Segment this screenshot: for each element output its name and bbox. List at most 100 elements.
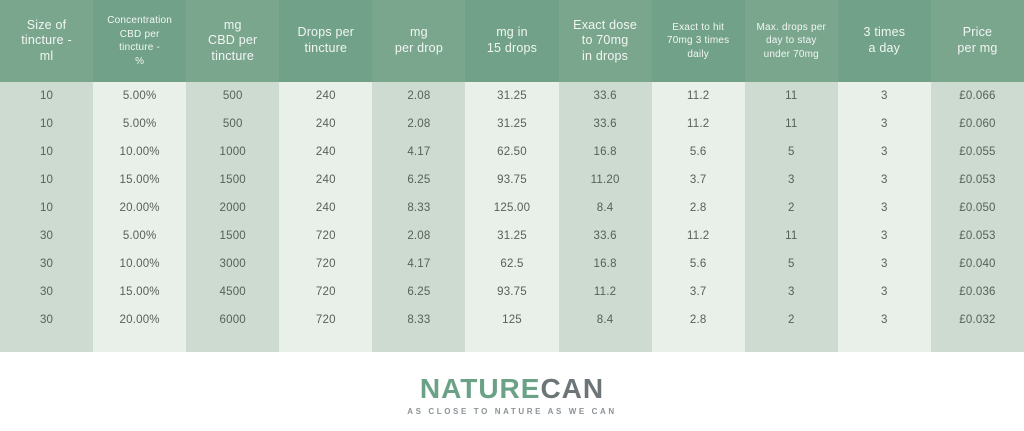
table-cell: 30 [0, 250, 94, 278]
table-cell: 6000 [186, 306, 280, 334]
table-cell: 2.8 [651, 194, 745, 222]
table-cell: 10 [0, 138, 94, 166]
table-cell: 20.00% [93, 194, 187, 222]
table-cell: 5.6 [651, 250, 745, 278]
table-cell: 33.6 [558, 110, 652, 138]
table-cell: 62.50 [465, 138, 559, 166]
table-cell: 3 [837, 250, 931, 278]
table-cell: 2 [744, 306, 838, 334]
column-header: Max. drops per day to stay under 70mg [744, 0, 838, 82]
naturecan-logo: NATURECAN [420, 375, 604, 403]
table-cell: 3 [837, 110, 931, 138]
table-cell: 31.25 [465, 110, 559, 138]
table-cell: 31.25 [465, 222, 559, 250]
table-cell: 5 [744, 138, 838, 166]
column-header: mg per drop [372, 0, 466, 82]
table-cell: 2.8 [651, 306, 745, 334]
table-cell: 16.8 [558, 138, 652, 166]
column-filler [558, 334, 652, 352]
table-cell: 33.6 [558, 222, 652, 250]
table-cell: 720 [279, 222, 373, 250]
table-cell: 30 [0, 278, 94, 306]
column-filler [465, 334, 559, 352]
brand-tagline: AS CLOSE TO NATURE AS WE CAN [407, 407, 617, 416]
table-cell: 720 [279, 250, 373, 278]
table-cell: 30 [0, 306, 94, 334]
table-cell: 3 [744, 278, 838, 306]
table-cell: 15.00% [93, 278, 187, 306]
table-cell: 4500 [186, 278, 280, 306]
table-cell: 11 [744, 82, 838, 110]
table-cell: 3 [837, 194, 931, 222]
table-cell: 3.7 [651, 166, 745, 194]
table-cell: 8.33 [372, 306, 466, 334]
table-cell: £0.066 [930, 82, 1024, 110]
table-cell: 500 [186, 110, 280, 138]
table-cell: 4.17 [372, 138, 466, 166]
table-cell: 11 [744, 222, 838, 250]
table-cell: £0.050 [930, 194, 1024, 222]
table-cell: 1500 [186, 166, 280, 194]
table-cell: 240 [279, 82, 373, 110]
table-cell: 10 [0, 194, 94, 222]
table-cell: 3 [837, 138, 931, 166]
table-cell: 2.08 [372, 82, 466, 110]
dosage-table: Size of tincture - ml Concentration CBD p… [0, 0, 1024, 352]
table-cell: 33.6 [558, 82, 652, 110]
table-cell: 11 [744, 110, 838, 138]
logo-text-can: CAN [540, 373, 605, 404]
column-header: Drops per tincture [279, 0, 373, 82]
table-cell: 3 [837, 306, 931, 334]
table-cell: 10 [0, 82, 94, 110]
table-cell: £0.053 [930, 222, 1024, 250]
table-cell: 20.00% [93, 306, 187, 334]
table-cell: 240 [279, 194, 373, 222]
column-filler [93, 334, 187, 352]
brand-footer: NATURECAN AS CLOSE TO NATURE AS WE CAN [0, 352, 1024, 431]
table-cell: £0.055 [930, 138, 1024, 166]
table-cell: 3.7 [651, 278, 745, 306]
table-cell: £0.032 [930, 306, 1024, 334]
table-cell: 4.17 [372, 250, 466, 278]
table-cell: 5.6 [651, 138, 745, 166]
column-filler [744, 334, 838, 352]
table-cell: 11.2 [651, 110, 745, 138]
table-cell: 11.2 [651, 82, 745, 110]
column-filler [279, 334, 373, 352]
column-header: mg in 15 drops [465, 0, 559, 82]
table-cell: 10.00% [93, 138, 187, 166]
table-cell: 5.00% [93, 222, 187, 250]
table-cell: 8.4 [558, 194, 652, 222]
table-cell: 5.00% [93, 82, 187, 110]
table-cell: £0.060 [930, 110, 1024, 138]
table-cell: 3000 [186, 250, 280, 278]
table-cell: 2.08 [372, 110, 466, 138]
table-cell: 125 [465, 306, 559, 334]
table-cell: 500 [186, 82, 280, 110]
table-cell: 3 [837, 82, 931, 110]
table-cell: £0.036 [930, 278, 1024, 306]
table-cell: 2.08 [372, 222, 466, 250]
table-cell: 2000 [186, 194, 280, 222]
table-cell: 3 [837, 278, 931, 306]
table-cell: 11.20 [558, 166, 652, 194]
table-cell: 1500 [186, 222, 280, 250]
table-cell: 240 [279, 166, 373, 194]
table-cell: 62.5 [465, 250, 559, 278]
table-cell: 16.8 [558, 250, 652, 278]
table-cell: 11.2 [651, 222, 745, 250]
column-filler [0, 334, 94, 352]
table-cell: 93.75 [465, 166, 559, 194]
table-cell: 30 [0, 222, 94, 250]
table-cell: 10 [0, 166, 94, 194]
table-cell: 10 [0, 110, 94, 138]
column-header: Exact to hit 70mg 3 times daily [651, 0, 745, 82]
table-cell: 6.25 [372, 166, 466, 194]
table-cell: 10.00% [93, 250, 187, 278]
table-cell: 3 [837, 222, 931, 250]
table-cell: 125.00 [465, 194, 559, 222]
column-header: 3 times a day [837, 0, 931, 82]
column-filler [186, 334, 280, 352]
column-filler [837, 334, 931, 352]
